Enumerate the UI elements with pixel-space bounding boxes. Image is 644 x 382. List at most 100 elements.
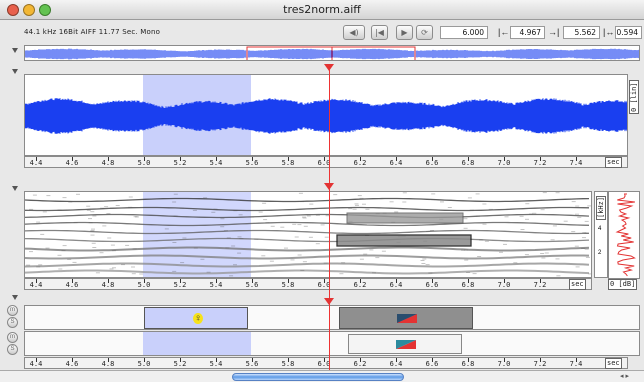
- spectrogram-harmonic: [25, 229, 590, 235]
- ruler-tick: [108, 358, 109, 362]
- annotation-track-2[interactable]: [24, 331, 640, 356]
- selection-length-field[interactable]: 0.594: [615, 26, 642, 39]
- ruler-tick-label: 5.0: [137, 281, 151, 289]
- row2-mute-button[interactable]: m: [7, 332, 18, 343]
- spectrogram-noise: [223, 230, 228, 232]
- ruler-tick-label: 4.6: [65, 360, 79, 368]
- rewind-button[interactable]: |◀: [371, 25, 388, 40]
- spectrum-slice-plot: [615, 193, 636, 277]
- spectrogram-noise: [92, 208, 97, 210]
- spectrum-slice-view: [608, 191, 640, 279]
- overview-visible-region[interactable]: [246, 46, 416, 61]
- row1-solo-button[interactable]: S: [7, 317, 18, 328]
- spectrogram-noise: [302, 261, 307, 263]
- playhead-handle-icon[interactable]: [324, 64, 334, 74]
- spectrogram-noise: [99, 252, 104, 254]
- ruler-tick: [324, 279, 325, 283]
- ruler-tick-label: 5.6: [245, 360, 259, 368]
- ruler-tick-label: 4.4: [29, 281, 43, 289]
- waveform-view[interactable]: [24, 74, 628, 156]
- ruler-tick-label: 6.6: [425, 360, 439, 368]
- spectrogram-harmonic: [25, 206, 590, 212]
- ruler-tick: [504, 157, 505, 161]
- annotations-disclosure-triangle[interactable]: [12, 295, 18, 300]
- ruler-unit-label: sec: [605, 157, 622, 168]
- spectrogram-noise: [431, 199, 436, 201]
- ruler-tick: [36, 358, 37, 362]
- ruler-tick-label: 7.0: [497, 159, 511, 167]
- annotation-segment-selected[interactable]: [339, 307, 473, 329]
- spectrogram-noise: [239, 238, 244, 240]
- spectrogram-noise: [315, 214, 320, 216]
- spectrogram-noise: [584, 220, 589, 222]
- ruler-tick: [324, 157, 325, 161]
- spectrogram-noise: [447, 207, 452, 208]
- position-field[interactable]: 6.000: [440, 26, 488, 39]
- spectrogram-noise: [269, 260, 274, 262]
- marker-icon: ♀: [193, 313, 203, 324]
- spectrogram-noise: [62, 197, 67, 199]
- ruler-tick: [432, 279, 433, 283]
- annotation-segment[interactable]: ♀: [144, 307, 248, 329]
- horizontal-scrollbar[interactable]: ◂ ▸: [0, 370, 644, 382]
- spectrogram-noise: [532, 212, 537, 214]
- overview-disclosure-triangle[interactable]: [12, 48, 18, 53]
- ruler-tick-label: 6.6: [425, 281, 439, 289]
- spectrogram-noise: [233, 264, 237, 266]
- selection-end-field[interactable]: 5.562: [563, 26, 600, 39]
- loop-button[interactable]: ⟳: [416, 25, 433, 40]
- spectrogram-selection-region[interactable]: [143, 192, 251, 277]
- spectrogram-noise: [472, 273, 477, 275]
- spectrogram-noise: [111, 250, 116, 252]
- spectrogram-noise: [540, 209, 545, 211]
- gradient-block-icon: [397, 314, 417, 323]
- ruler-tick-label: 6.6: [425, 159, 439, 167]
- overview-waveform-trace: [25, 48, 639, 60]
- close-button[interactable]: [7, 4, 19, 16]
- selection-start-icon: |←: [498, 27, 510, 37]
- scrollbar-thumb[interactable]: [232, 373, 404, 381]
- annotation-track-1[interactable]: ♀: [24, 305, 640, 330]
- play-button[interactable]: ▶: [396, 25, 413, 40]
- spectrogram-noise: [104, 206, 109, 208]
- volume-button[interactable]: ◀): [343, 25, 365, 40]
- playhead-cursor[interactable]: [329, 66, 330, 370]
- spectrogram-noise: [584, 248, 589, 250]
- time-ruler-annotations: 4.4 4.6 4.8 5.0 5.2 5.4 5.6 5.8 6.0 6.2 6.4 6.6 6.8 7…: [24, 357, 628, 369]
- spectrogram-noise: [36, 266, 41, 268]
- spectrogram-noise: [324, 236, 329, 238]
- spectrogram-noise: [172, 242, 177, 243]
- spectrogram-noise: [258, 211, 263, 213]
- zoom-button[interactable]: [39, 4, 51, 16]
- spectrogram-noise: [110, 244, 115, 246]
- spectrogram-noise: [32, 194, 37, 196]
- spectrogram-noise: [290, 259, 295, 261]
- waveform-disclosure-triangle[interactable]: [12, 69, 18, 74]
- spectrogram-disclosure-triangle[interactable]: [12, 186, 18, 191]
- spectrogram-view[interactable]: [24, 191, 592, 278]
- spectrogram-noise: [72, 261, 77, 263]
- annotation-segment[interactable]: [348, 334, 462, 354]
- playhead-handle-icon[interactable]: [324, 298, 334, 308]
- spectrogram-noise: [369, 249, 374, 251]
- spectrogram-noise: [29, 208, 34, 210]
- row1-mute-button[interactable]: m: [7, 305, 18, 316]
- spectrogram-noise: [237, 252, 242, 254]
- spectrogram-noise: [389, 201, 394, 203]
- spectrogram-noise: [206, 271, 211, 273]
- overview-waveform[interactable]: [24, 45, 640, 61]
- ruler-tick: [72, 157, 73, 161]
- ruler-tick: [396, 358, 397, 362]
- spectral-region-box-selected[interactable]: [336, 234, 472, 247]
- minimize-button[interactable]: [23, 4, 35, 16]
- spectrogram-noise: [294, 236, 299, 238]
- spectrogram-noise: [428, 272, 433, 274]
- khz-tick-label: 4: [598, 226, 602, 232]
- playhead-handle-icon[interactable]: [324, 183, 334, 193]
- spectrogram-noise: [109, 268, 114, 270]
- selection-start-field[interactable]: 4.967: [510, 26, 545, 39]
- scroll-arrows-icon[interactable]: ◂ ▸: [620, 373, 629, 380]
- spectrogram-noise: [315, 243, 320, 245]
- spectral-region-box[interactable]: [346, 212, 464, 224]
- row2-solo-button[interactable]: S: [7, 344, 18, 355]
